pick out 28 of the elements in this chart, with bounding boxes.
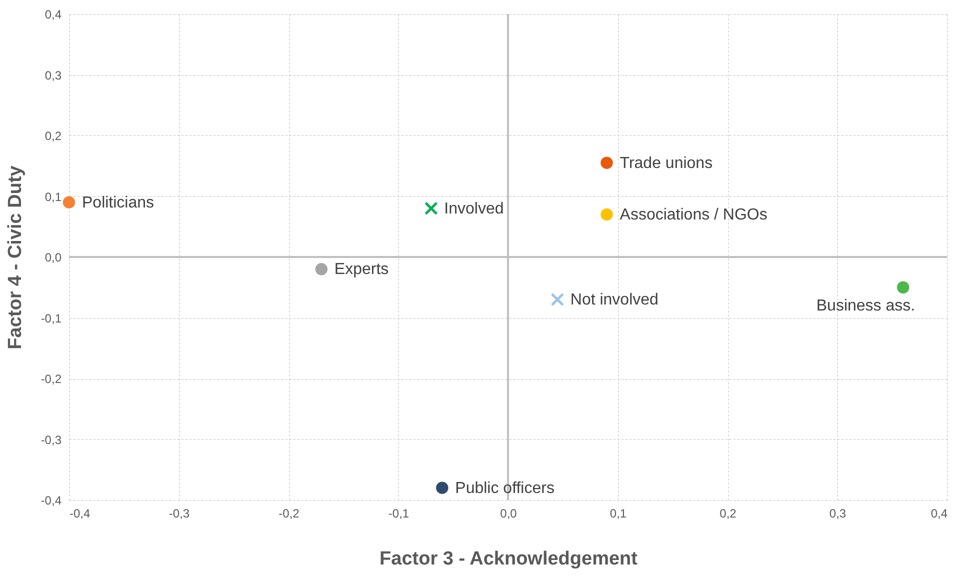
series-label: Public officers — [455, 480, 554, 497]
series-label: Business ass. — [816, 297, 916, 314]
series-label: Politicians — [82, 194, 154, 212]
y-axis-title: Factor 4 - Civic Duty — [4, 165, 26, 350]
y-tick-label: -0,2 — [40, 372, 62, 386]
x-tick-label: -0,3 — [168, 506, 190, 520]
y-tick-label: 0,4 — [44, 8, 62, 22]
y-tick-label: 0,3 — [44, 68, 62, 82]
x-tick-label: 0,0 — [500, 506, 518, 520]
y-tick-label: 0,2 — [44, 129, 62, 143]
y-tick-label: 0,0 — [44, 250, 62, 264]
x-tick-label: -0,1 — [388, 506, 410, 520]
series-label: Experts — [334, 261, 389, 278]
x-tick-label: 0,2 — [720, 506, 737, 520]
x-tick-label: 0,1 — [610, 506, 627, 520]
y-tick-label: -0,4 — [40, 494, 62, 508]
series-label: Trade unions — [620, 154, 713, 172]
y-tick-label: -0,3 — [40, 432, 62, 447]
y-tick-label: -0,1 — [40, 311, 62, 326]
x-tick-label: 0,4 — [930, 506, 948, 520]
series-label: Associations / NGOs — [620, 206, 768, 224]
x-tick-label: -0,4 — [70, 506, 91, 520]
x-axis-title: Factor 3 - Acknowledgement — [380, 548, 638, 570]
x-tick-label: 0,3 — [829, 506, 846, 520]
y-tick-label: 0,1 — [44, 190, 62, 204]
x-tick-label: -0,2 — [278, 506, 300, 520]
series-label: Not involved — [570, 292, 658, 309]
series-label: Involved — [444, 200, 504, 218]
